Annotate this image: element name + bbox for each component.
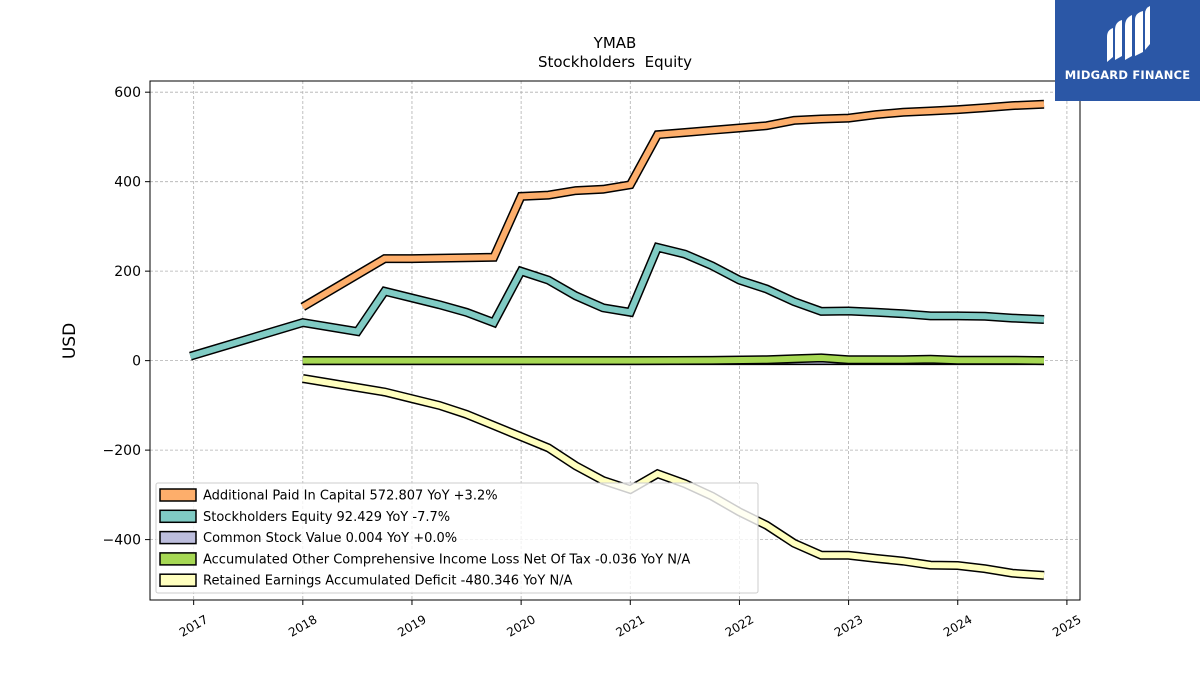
x-tick-label: 2023 — [832, 612, 865, 639]
y-tick-label: 0 — [132, 354, 141, 370]
series-line — [302, 375, 1045, 579]
legend-label: Additional Paid In Capital 572.807 YoY +… — [203, 489, 498, 504]
legend-swatch — [159, 552, 197, 566]
y-tick-label: −400 — [103, 533, 141, 549]
midgard-logo-icon — [1107, 6, 1150, 62]
y-axis-label: USD — [60, 323, 80, 359]
series-line — [301, 101, 1045, 310]
legend-swatch — [159, 488, 197, 502]
series-1 — [189, 242, 1045, 361]
chart-subtitle: Stockholders Equity — [538, 53, 692, 71]
legend: Additional Paid In Capital 572.807 YoY +… — [155, 482, 759, 594]
legend-label: Common Stock Value 0.004 YoY +0.0% — [203, 531, 457, 546]
x-tick-label: 2018 — [286, 612, 319, 639]
y-tick-label: 400 — [114, 175, 141, 191]
x-tick-label: 2020 — [504, 612, 537, 639]
logo-text: MIDGARD FINANCE — [1064, 68, 1191, 82]
series-3 — [302, 353, 1045, 366]
x-tick-label: 2017 — [177, 612, 210, 639]
legend-swatch — [159, 573, 197, 587]
x-tick-label: 2024 — [941, 612, 974, 639]
x-tick-label: 2025 — [1050, 612, 1083, 639]
x-tick-label: 2019 — [395, 612, 428, 639]
y-tick-label: 200 — [114, 264, 141, 280]
legend-swatch — [159, 509, 197, 524]
series-4 — [302, 374, 1045, 580]
series-layer — [189, 99, 1045, 580]
legend-label: Accumulated Other Comprehensive Income L… — [203, 552, 690, 567]
legend-label: Stockholders Equity 92.429 YoY -7.7% — [203, 510, 450, 525]
brand-logo: MIDGARD FINANCE — [1055, 0, 1200, 101]
legend-box — [155, 482, 759, 594]
x-tick-label: 2021 — [614, 612, 647, 639]
chart-title: YMAB — [593, 34, 637, 52]
series-line — [302, 354, 1045, 364]
x-tick-label: 2022 — [723, 612, 756, 639]
series-0 — [300, 99, 1045, 311]
series-line — [189, 243, 1045, 360]
legend-swatch — [159, 530, 197, 545]
y-tick-label: −200 — [103, 443, 141, 459]
plot-frame — [149, 80, 1081, 601]
y-tick-label: 600 — [114, 85, 141, 101]
legend-label: Retained Earnings Accumulated Deficit -4… — [203, 574, 573, 589]
